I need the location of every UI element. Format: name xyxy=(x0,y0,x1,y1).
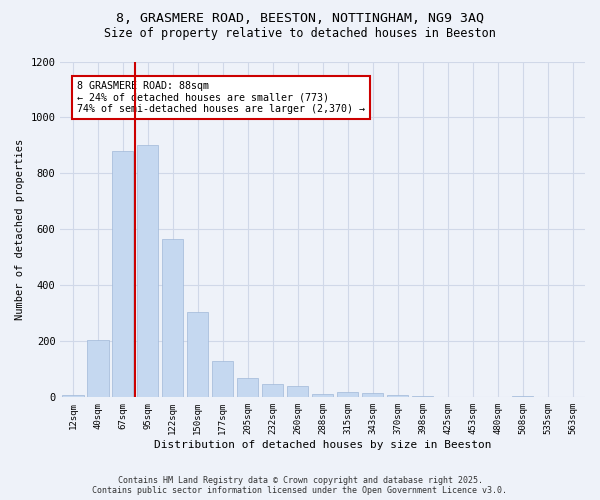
Bar xyxy=(387,395,408,398)
X-axis label: Distribution of detached houses by size in Beeston: Distribution of detached houses by size … xyxy=(154,440,491,450)
Text: Contains HM Land Registry data © Crown copyright and database right 2025.
Contai: Contains HM Land Registry data © Crown c… xyxy=(92,476,508,495)
Text: 8 GRASMERE ROAD: 88sqm
← 24% of detached houses are smaller (773)
74% of semi-de: 8 GRASMERE ROAD: 88sqm ← 24% of detached… xyxy=(77,81,365,114)
Bar xyxy=(512,396,533,398)
Bar xyxy=(262,384,283,398)
Bar xyxy=(187,312,208,398)
Bar xyxy=(212,361,233,398)
Bar xyxy=(337,392,358,398)
Bar xyxy=(162,239,184,398)
Bar xyxy=(362,392,383,398)
Y-axis label: Number of detached properties: Number of detached properties xyxy=(15,139,25,320)
Bar xyxy=(62,394,83,398)
Bar xyxy=(112,151,133,398)
Bar xyxy=(562,397,583,398)
Text: 8, GRASMERE ROAD, BEESTON, NOTTINGHAM, NG9 3AQ: 8, GRASMERE ROAD, BEESTON, NOTTINGHAM, N… xyxy=(116,12,484,26)
Bar xyxy=(312,394,334,398)
Text: Size of property relative to detached houses in Beeston: Size of property relative to detached ho… xyxy=(104,28,496,40)
Bar xyxy=(137,146,158,398)
Bar xyxy=(237,378,259,398)
Bar xyxy=(87,340,109,398)
Bar xyxy=(287,386,308,398)
Bar xyxy=(412,396,433,398)
